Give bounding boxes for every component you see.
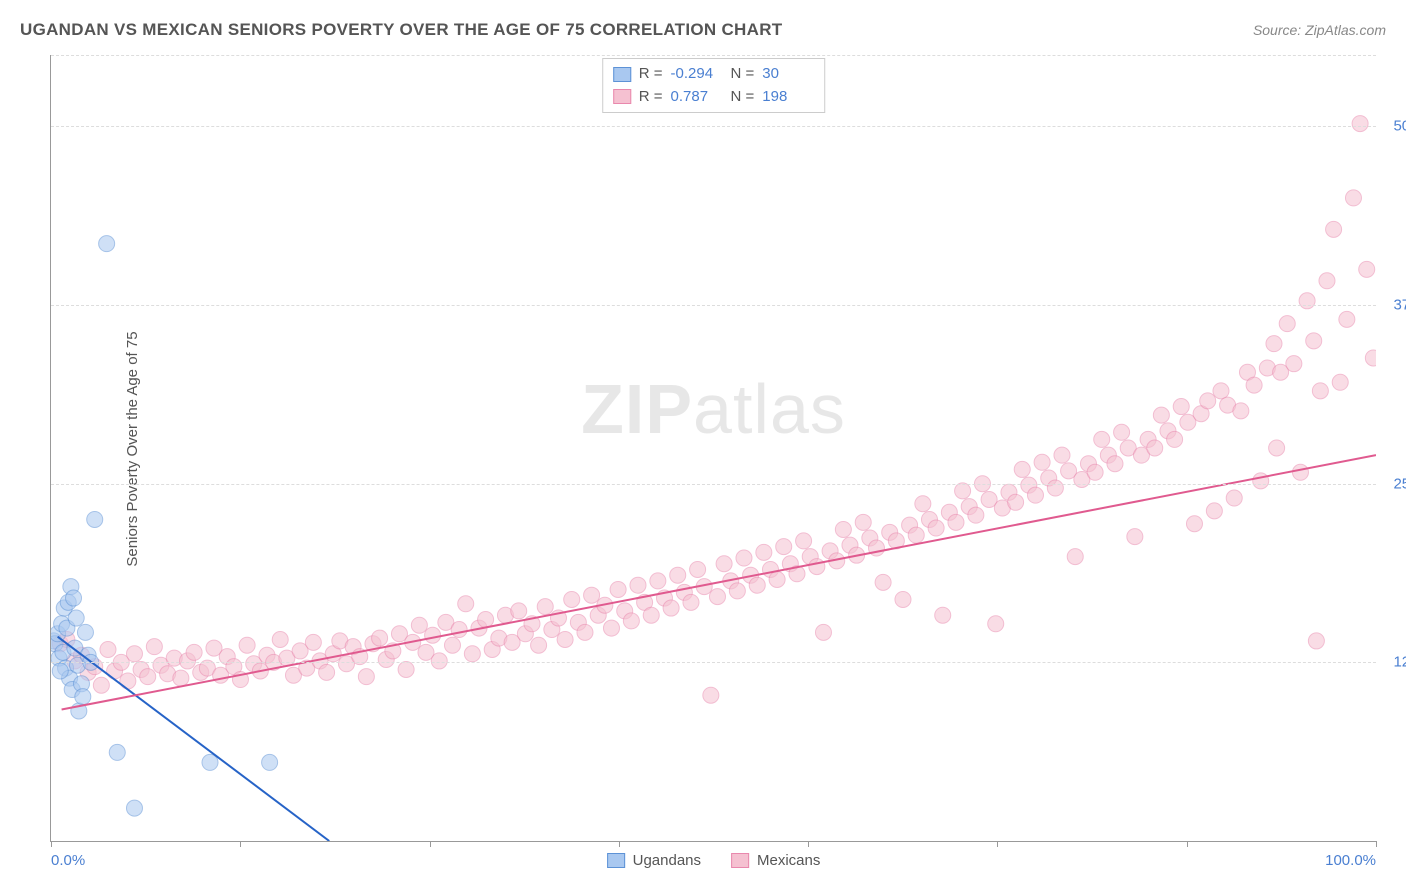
plot-area: Seniors Poverty Over the Age of 75 ZIPat… (50, 55, 1376, 842)
chart-title: UGANDAN VS MEXICAN SENIORS POVERTY OVER … (20, 20, 782, 40)
swatch-ugandans (613, 67, 631, 82)
chart-header: UGANDAN VS MEXICAN SENIORS POVERTY OVER … (20, 20, 1386, 40)
swatch-ugandans-b (607, 853, 625, 868)
bottom-legend: Ugandans Mexicans (607, 852, 821, 869)
r-value-mexicans: 0.787 (671, 86, 723, 109)
y-tick-label: 37.5% (1393, 297, 1406, 314)
y-tick-label: 12.5% (1393, 654, 1406, 671)
y-tick-label: 25.0% (1393, 475, 1406, 492)
swatch-mexicans-b (731, 853, 749, 868)
n-label: N = (731, 63, 755, 86)
stats-legend-box: R = -0.294 N = 30 R = 0.787 N = 198 (602, 58, 826, 113)
stats-row-mexicans: R = 0.787 N = 198 (613, 86, 815, 109)
r-label: R = (639, 63, 663, 86)
n-value-ugandans: 30 (762, 63, 814, 86)
legend-label-mexicans: Mexicans (757, 852, 820, 869)
x-tick-label: 100.0% (1325, 852, 1376, 869)
stats-row-ugandans: R = -0.294 N = 30 (613, 63, 815, 86)
legend-item-mexicans: Mexicans (731, 852, 820, 869)
n-value-mexicans: 198 (762, 86, 814, 109)
scatter-plot: ZIPatlas R = -0.294 N = 30 R = 0.787 N =… (50, 55, 1376, 842)
legend-item-ugandans: Ugandans (607, 852, 701, 869)
x-tick-label: 0.0% (51, 852, 85, 869)
swatch-mexicans (613, 89, 631, 104)
plot-svg (51, 55, 1376, 841)
y-tick-label: 50.0% (1393, 118, 1406, 135)
r-value-ugandans: -0.294 (671, 63, 723, 86)
source-attribution: Source: ZipAtlas.com (1253, 22, 1386, 38)
n-label: N = (731, 86, 755, 109)
r-label: R = (639, 86, 663, 109)
legend-label-ugandans: Ugandans (633, 852, 701, 869)
